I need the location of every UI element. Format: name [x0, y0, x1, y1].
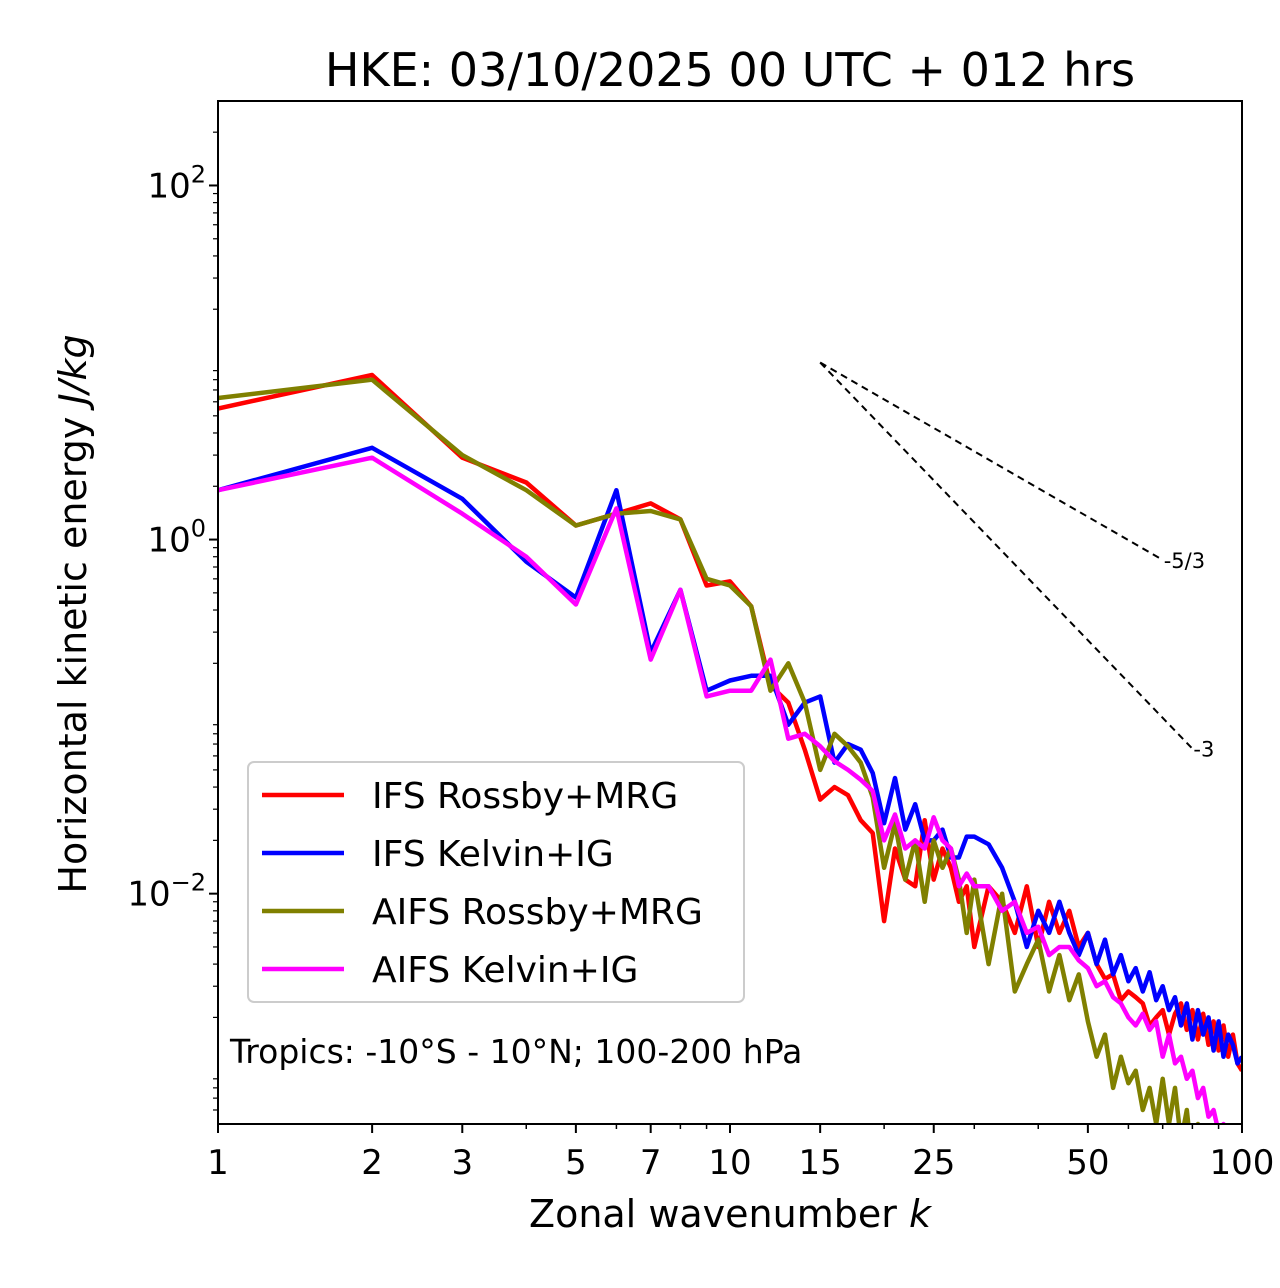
x-tick-label-3: 5 — [565, 1143, 587, 1183]
x-tick-label-4: 7 — [640, 1143, 662, 1183]
slope-line-1 — [819, 361, 1194, 750]
series-lines — [218, 372, 1242, 1124]
y-axis-label: Horizontal kinetic energy J/kg — [51, 334, 95, 893]
reference-slopes — [819, 361, 1194, 750]
slope-line-0 — [819, 361, 1164, 561]
x-axis: 1 2 3 5 7 10 15 25 50 100 — [207, 1124, 1274, 1183]
legend-label-0: IFS Rossby+MRG — [372, 776, 678, 817]
legend-label-2: AIFS Rossby+MRG — [372, 892, 703, 933]
region-annotation: Tropics: -10°S - 10°N; 100-200 hPa — [229, 1032, 802, 1071]
x-tick-label-8: 50 — [1066, 1143, 1109, 1183]
x-tick-label-5: 10 — [708, 1143, 751, 1183]
y-tick-label-2: 102 — [147, 160, 206, 206]
y-tick-label-0: 10−2 — [127, 869, 206, 915]
y-tick-label-1: 100 — [147, 515, 206, 561]
x-tick-label-2: 3 — [451, 1143, 473, 1183]
slope-labels: -5/3 -3 — [1164, 549, 1215, 762]
y-axis: 10−2 100 102 — [127, 131, 218, 1111]
legend-box — [247, 761, 745, 1003]
slope-label-1: -3 — [1193, 738, 1214, 762]
x-axis-label: Zonal wavenumber k — [529, 1192, 933, 1236]
series-line-3 — [218, 455, 1226, 1124]
chart-title: HKE: 03/10/2025 00 UTC + 012 hrs — [325, 43, 1135, 97]
x-tick-label-7: 25 — [912, 1143, 955, 1183]
legend: IFS Rossby+MRG IFS Kelvin+IG AIFS Rossby+M… — [247, 761, 745, 1003]
legend-label-3: AIFS Kelvin+IG — [372, 950, 638, 991]
x-tick-label-9: 100 — [1210, 1143, 1275, 1183]
slope-label-0: -5/3 — [1164, 549, 1205, 573]
legend-label-1: IFS Kelvin+IG — [372, 834, 614, 875]
x-tick-label-0: 1 — [207, 1143, 229, 1183]
x-tick-label-6: 15 — [799, 1143, 842, 1183]
x-tick-label-1: 2 — [361, 1143, 383, 1183]
series-line-2 — [218, 377, 1201, 1124]
